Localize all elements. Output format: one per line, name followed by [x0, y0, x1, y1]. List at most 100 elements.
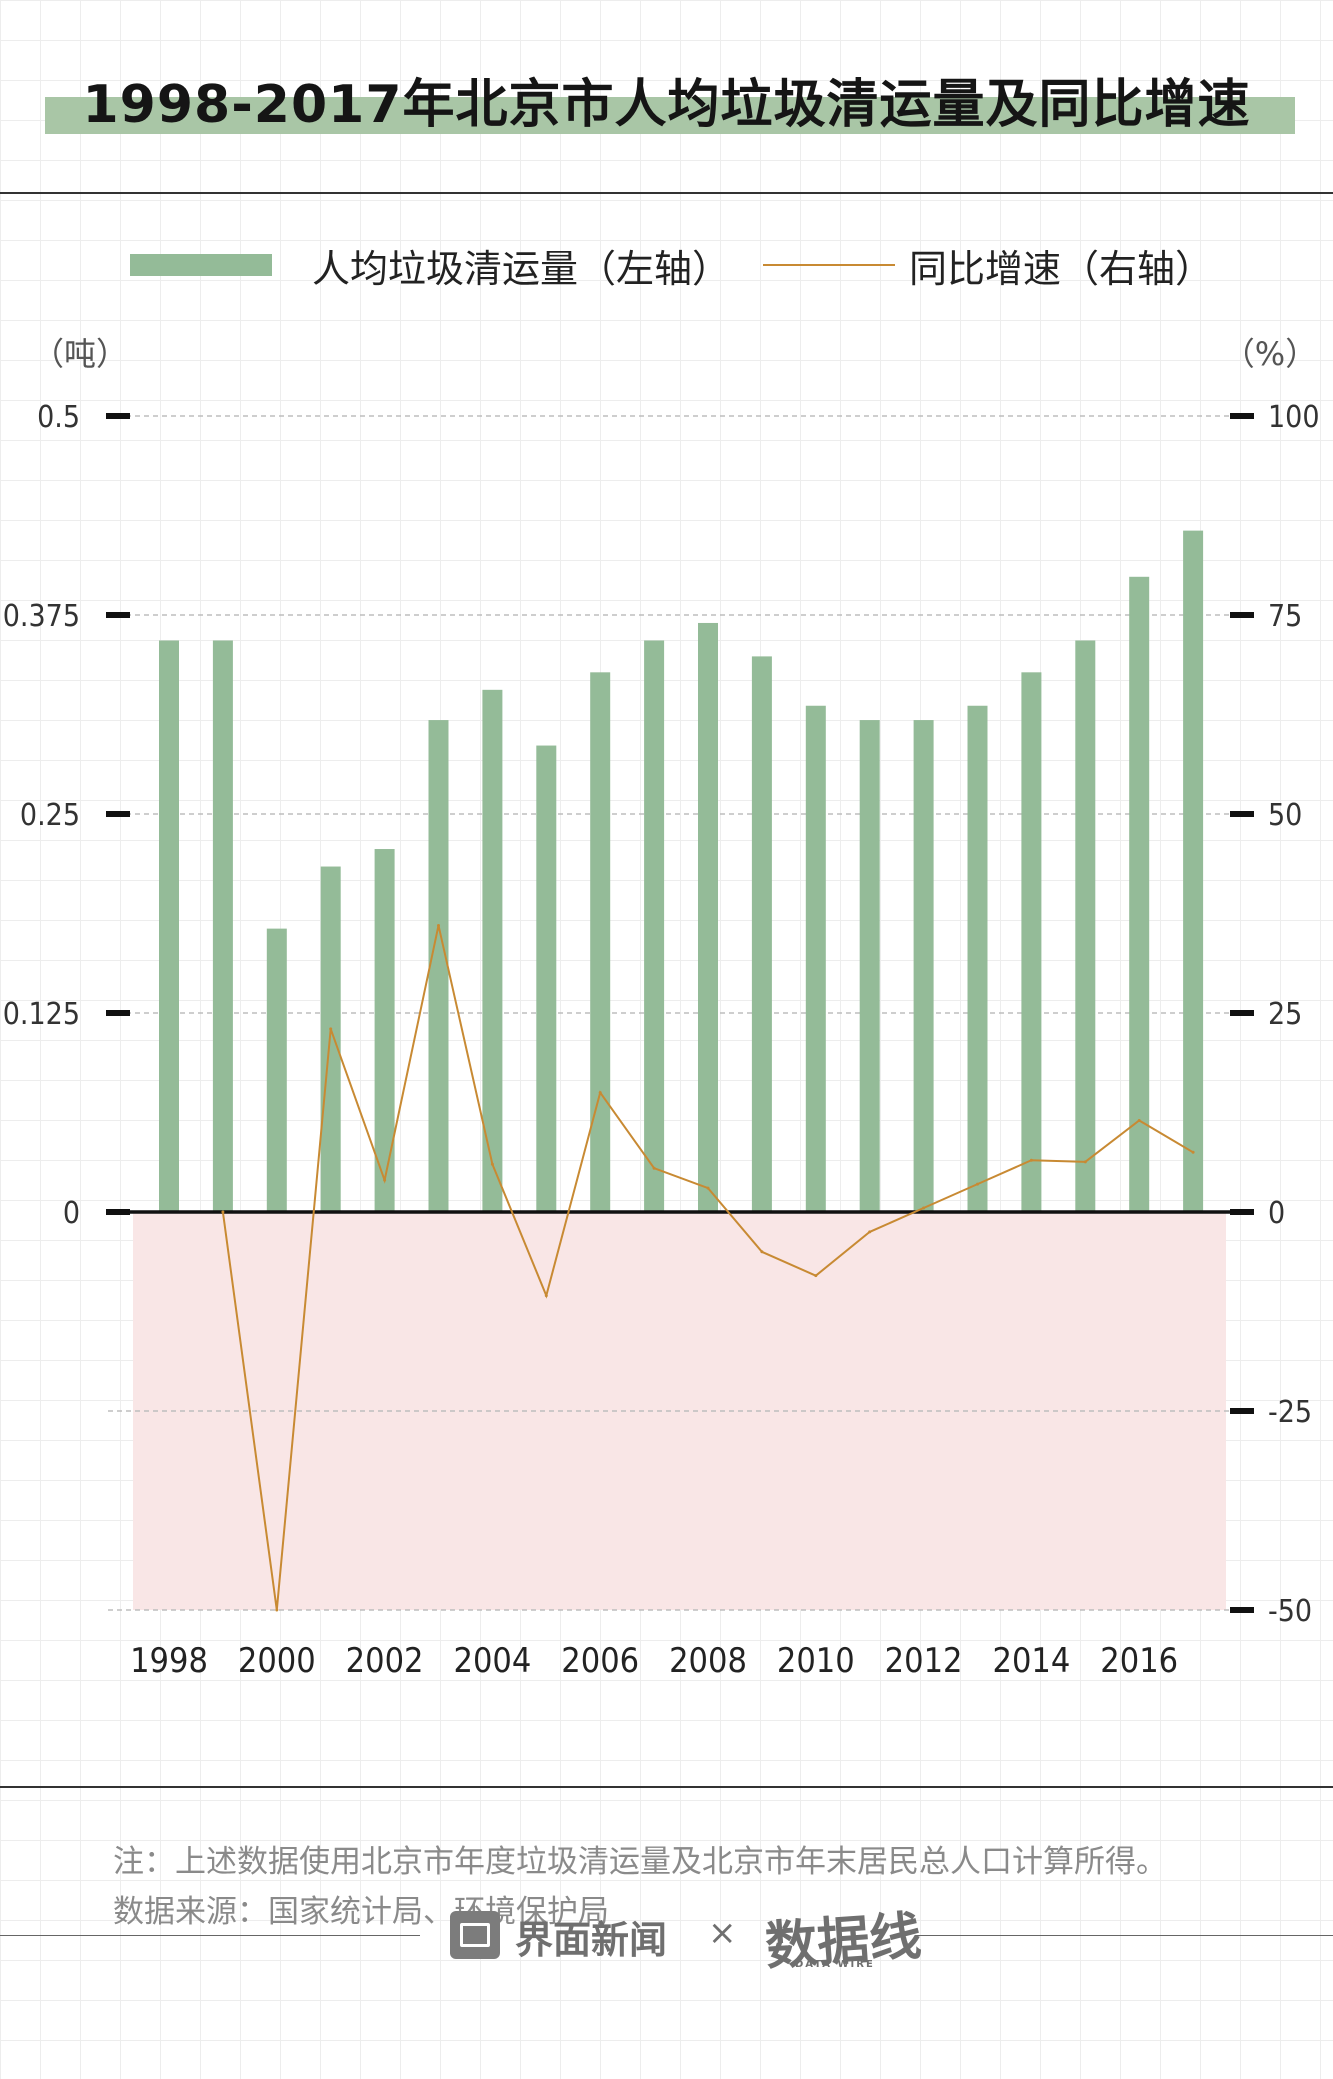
footer: 注：上述数据使用北京市年度垃圾清运量及北京市年末居民总人口计算所得。 数据来源：…: [0, 1820, 1333, 2079]
growth-point: [868, 1230, 872, 1234]
legend-swatch-line: [763, 264, 895, 266]
x-tick-label: 2004: [453, 1641, 531, 1681]
brand-separator: ×: [708, 1913, 737, 1953]
left-axis-unit: （吨）: [32, 335, 128, 373]
right-tick-mark: [1230, 1010, 1254, 1016]
bar: [536, 745, 557, 1212]
growth-point: [1191, 1150, 1195, 1154]
right-tick-label: 100: [1268, 400, 1320, 435]
footnote: 注：上述数据使用北京市年度垃圾清运量及北京市年末居民总人口计算所得。: [113, 1844, 1167, 1880]
bar: [967, 705, 988, 1212]
growth-point: [1029, 1158, 1033, 1162]
bar: [805, 705, 826, 1212]
left-tick-label: 0: [63, 1196, 80, 1231]
x-tick-label: 2002: [346, 1641, 424, 1681]
axis-labels: 0.5 0.375 0.25 0.125 0 100 75 50 25 0 -25 -50 1998 20…: [3, 400, 1320, 1681]
data-source: 数据来源：国家统计局、环境保护局: [113, 1894, 609, 1930]
left-tick-mark: [106, 612, 130, 618]
bar: [212, 640, 233, 1212]
right-axis-unit: （%）: [1223, 335, 1317, 373]
right-tick-label: 50: [1268, 798, 1302, 833]
right-tick-label: 25: [1268, 997, 1302, 1032]
right-tick-mark: [1230, 1408, 1254, 1414]
growth-point: [760, 1250, 764, 1254]
growth-point: [275, 1608, 279, 1612]
left-tick-label: 0.5: [37, 400, 80, 435]
growth-point: [329, 1027, 333, 1031]
chart: 0.5 0.375 0.25 0.125 0 100 75 50 25 0 -25 -50 1998 20…: [3, 335, 1320, 1681]
left-tick-label: 0.25: [20, 798, 80, 833]
bars: [159, 530, 1204, 1212]
legend: 人均垃圾清运量（左轴） 同比增速（右轴）: [0, 230, 1333, 300]
x-tick-label: 2012: [885, 1641, 963, 1681]
bar: [1183, 530, 1204, 1212]
growth-point: [814, 1274, 818, 1278]
right-tick-mark: [1230, 811, 1254, 817]
right-tick-mark: [1230, 1209, 1254, 1215]
x-tick-label: 2014: [992, 1641, 1070, 1681]
axis-ticks: [106, 413, 1254, 1613]
jiemian-logo-mark: [460, 1923, 490, 1947]
brand-name: 界面新闻: [515, 1918, 668, 1962]
left-tick-mark: [106, 1010, 130, 1016]
x-tick-label: 2000: [238, 1641, 316, 1681]
bar: [1129, 576, 1150, 1212]
growth-point: [976, 1182, 979, 1186]
x-tick-label: 2010: [777, 1641, 855, 1681]
datawire-logo-sub: DATA WIRE: [795, 1959, 875, 1970]
bar: [1021, 672, 1042, 1212]
brand-line-left: [0, 1935, 420, 1936]
legend-item-line: 同比增速（右轴）: [763, 230, 1213, 300]
bottom-divider: [0, 1786, 1333, 1788]
bar: [913, 720, 934, 1212]
growth-line: [221, 923, 1195, 1612]
right-tick-mark: [1230, 413, 1254, 419]
legend-label-bar: 人均垃圾清运量（左轴）: [312, 246, 731, 291]
jiemian-logo-icon: [450, 1911, 500, 1959]
right-tick-label: -25: [1268, 1395, 1312, 1430]
brand-row: 界面新闻 × 数据线 DATA WIRE: [0, 1906, 1333, 2025]
left-tick-mark: [106, 811, 130, 817]
growth-point: [922, 1206, 926, 1210]
left-tick-label: 0.125: [3, 997, 80, 1032]
growth-point: [598, 1091, 602, 1095]
title-highlight-band: [45, 97, 1295, 134]
legend-swatch-bar: [130, 254, 272, 276]
left-tick-mark: [106, 413, 130, 419]
left-tick-label: 0.375: [3, 599, 80, 634]
right-tick-label: -50: [1268, 1594, 1312, 1629]
growth-point: [706, 1186, 710, 1190]
right-tick-label: 75: [1268, 599, 1302, 634]
legend-label-line: 同比增速（右轴）: [909, 246, 1214, 291]
bar: [482, 689, 503, 1212]
chart-title: 1998-2017年北京市人均垃圾清运量及同比增速: [82, 75, 1251, 135]
growth-point: [383, 1178, 387, 1182]
bar: [1075, 640, 1096, 1212]
growth-point: [544, 1294, 548, 1298]
bar: [698, 622, 718, 1212]
bar: [751, 656, 772, 1212]
growth-point: [490, 1162, 494, 1166]
brand-line-right: [915, 1935, 1333, 1936]
bar: [428, 720, 449, 1212]
right-tick-mark: [1230, 612, 1254, 618]
x-tick-label: 1998: [130, 1641, 208, 1681]
growth-point: [221, 1210, 225, 1214]
right-tick-label: 0: [1268, 1196, 1285, 1231]
left-tick-mark: [106, 1209, 130, 1215]
bar: [590, 672, 611, 1212]
bar: [374, 849, 395, 1212]
bar: [644, 640, 665, 1212]
bar: [859, 720, 880, 1212]
x-tick-label: 2016: [1100, 1641, 1178, 1681]
growth-point: [437, 923, 440, 927]
growth-point: [1083, 1160, 1087, 1164]
header: 1998-2017年北京市人均垃圾清运量及同比增速: [0, 0, 1333, 195]
bar: [159, 640, 179, 1212]
growth-point: [652, 1166, 656, 1170]
gridlines: [108, 415, 1232, 1611]
x-tick-label: 2008: [669, 1641, 747, 1681]
bar: [266, 928, 287, 1212]
legend-item-bar: 人均垃圾清运量（左轴）: [130, 230, 730, 300]
top-divider: [0, 192, 1333, 194]
